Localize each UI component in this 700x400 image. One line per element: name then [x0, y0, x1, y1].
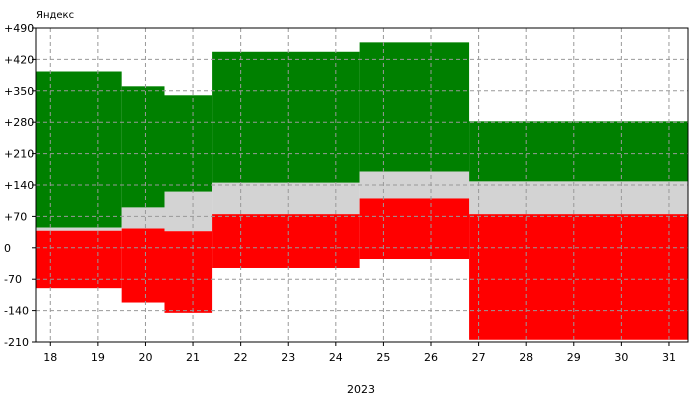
band-segment-0-3 — [212, 51, 360, 183]
band-segment-1-0 — [36, 227, 122, 231]
band-segment-1-5 — [469, 181, 688, 215]
x-tick-label-13: 31 — [662, 351, 676, 364]
x-tick-label-3: 21 — [186, 351, 200, 364]
band-segment-0-0 — [36, 71, 122, 228]
x-tick-label-6: 24 — [329, 351, 343, 364]
x-tick-label-11: 29 — [567, 351, 581, 364]
plot-frame — [35, 27, 689, 343]
band-segment-2-3 — [212, 214, 360, 268]
y-tick-label-8: -70 — [4, 273, 22, 286]
band-segment-1-1 — [121, 207, 165, 229]
band-segment-0-4 — [359, 42, 470, 172]
y-tick-label-7: 0 — [4, 242, 11, 255]
x-tick-label-8: 26 — [424, 351, 438, 364]
x-tick-label-5: 23 — [281, 351, 295, 364]
y-tick-label-10: -210 — [4, 336, 29, 349]
x-tick-label-9: 27 — [472, 351, 486, 364]
chart-bands — [36, 42, 688, 340]
band-segment-2-5 — [469, 214, 688, 340]
x-tick-label-2: 20 — [138, 351, 152, 364]
band-segment-0-2 — [164, 95, 213, 192]
y-tick-label-4: +210 — [4, 148, 34, 161]
band-segment-2-4 — [359, 198, 470, 260]
x-tick-label-7: 25 — [376, 351, 390, 364]
y-tick-label-2: +350 — [4, 85, 34, 98]
chart-ticks: +490 +420 +350 +280 +210 +140 +70 0 -70 -140 -210 1… — [4, 22, 676, 364]
y-tick-label-6: +70 — [4, 210, 27, 223]
x-axis-label: 2023 — [347, 383, 375, 396]
x-tick-label-0: 18 — [43, 351, 57, 364]
band-segment-0-1 — [121, 86, 165, 208]
y-tick-label-9: -140 — [4, 305, 29, 318]
band-segment-1-3 — [212, 182, 360, 215]
x-tick-label-10: 28 — [519, 351, 533, 364]
y-tick-label-1: +420 — [4, 53, 34, 66]
band-segment-0-5 — [469, 121, 688, 182]
y-tick-label-3: +280 — [4, 116, 34, 129]
x-tick-label-12: 30 — [614, 351, 628, 364]
y-tick-label-0: +490 — [4, 22, 34, 35]
band-segment-2-1 — [121, 228, 165, 303]
x-tick-label-1: 19 — [91, 351, 105, 364]
x-tick-label-4: 22 — [234, 351, 248, 364]
chart-title: Яндекс — [36, 10, 74, 21]
band-segment-2-2 — [164, 231, 213, 313]
y-tick-label-5: +140 — [4, 179, 34, 192]
band-segment-1-2 — [164, 191, 213, 232]
